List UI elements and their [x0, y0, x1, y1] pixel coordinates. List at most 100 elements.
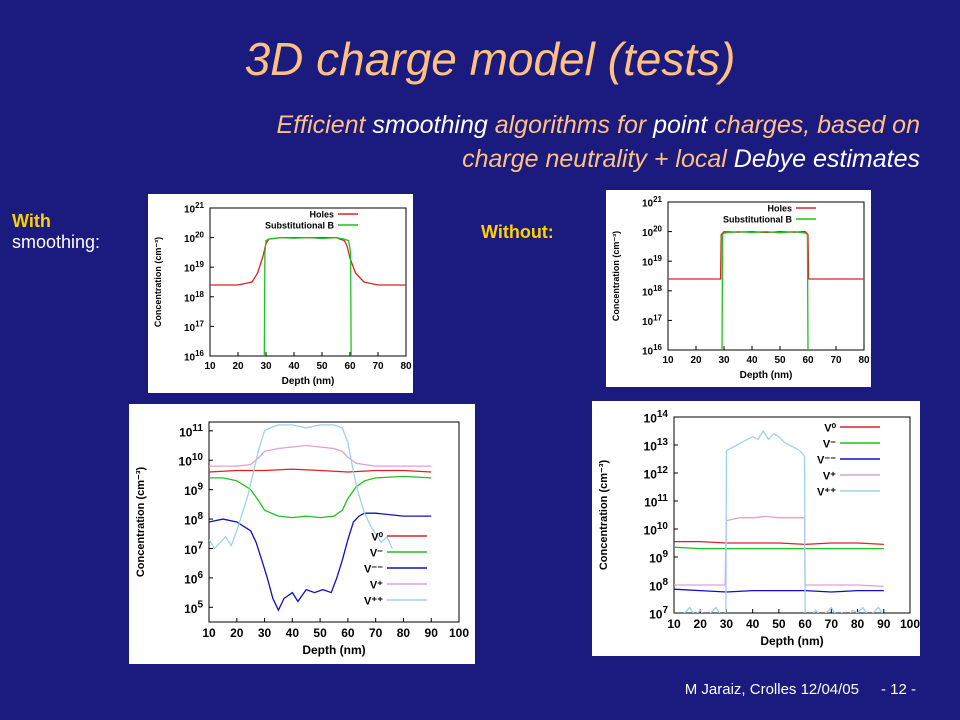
series-line	[209, 444, 432, 467]
x-tick-label: 70	[830, 355, 842, 366]
x-tick-label: 20	[230, 626, 244, 640]
series-line	[210, 236, 406, 286]
series-line	[674, 540, 884, 546]
series-line	[674, 429, 883, 613]
x-tick-label: 10	[662, 355, 674, 366]
y-tick-label: 1018	[184, 290, 205, 305]
chart-nosmooth-bottom: 10 20 30 40 50 60 70 80 90 100 107 108 109 1010 1011 10…	[598, 409, 920, 648]
x-tick-label: 50	[774, 355, 786, 366]
series-line	[674, 588, 884, 593]
y-tick-label: 1018	[642, 284, 663, 299]
y-tick-label: 1021	[642, 195, 663, 210]
x-tick-label: 10	[204, 361, 216, 372]
y-tick-label: 1020	[642, 225, 663, 240]
subtitle-text: algorithms for	[487, 111, 654, 139]
label-with: With	[12, 211, 51, 231]
subtitle-highlight: smoothing	[372, 111, 488, 139]
x-tick-label: 30	[258, 626, 272, 640]
legend-label: V⁰	[371, 532, 383, 544]
x-tick-label: 60	[798, 617, 812, 631]
series-line	[668, 230, 864, 280]
subtitle-highlight: point	[653, 111, 708, 139]
y-tick-label: 1020	[184, 231, 205, 246]
slide-footer: M Jaraiz, Crolles 12/04/05 - 12 -	[663, 681, 916, 698]
series-line	[209, 512, 432, 612]
y-axis-label: Concentration (cm⁻³)	[135, 467, 147, 578]
legend-label: V⁰	[824, 423, 836, 435]
y-tick-label: 1019	[642, 254, 663, 269]
x-tick-label: 20	[690, 355, 702, 366]
x-tick-label: 30	[718, 355, 730, 366]
legend-label: Holes	[309, 210, 334, 220]
subtitle-text: Efficient	[276, 111, 373, 139]
series-line	[674, 515, 884, 588]
plot-frame	[673, 416, 911, 614]
series-line	[209, 475, 432, 519]
y-tick-label: 1017	[184, 319, 205, 334]
x-axis-label: Depth (nm)	[740, 370, 793, 381]
legend-label: V⁻	[823, 439, 836, 451]
legend-label: V⁺⁺	[364, 596, 383, 608]
x-tick-label: 50	[772, 617, 786, 631]
y-axis-label: Concentration (cm⁻³)	[611, 231, 621, 321]
x-tick-label: 30	[260, 361, 272, 372]
x-axis-label: Depth (nm)	[302, 643, 365, 657]
x-tick-label: 70	[825, 617, 839, 631]
x-tick-label: 60	[344, 361, 356, 372]
label-smoothing: smoothing:	[12, 232, 101, 252]
legend-label: V⁻	[370, 548, 383, 560]
legend-label: V⁺⁺	[817, 487, 836, 499]
x-tick-label: 10	[202, 626, 216, 640]
x-tick-label: 100	[449, 626, 469, 640]
y-tick-label: 105	[184, 599, 203, 616]
y-tick-label: 108	[649, 577, 668, 594]
legend-label: Substitutional B	[265, 221, 334, 231]
y-tick-label: 1014	[644, 409, 669, 426]
x-tick-label: 60	[341, 626, 355, 640]
chart-smooth-bottom: 10 20 30 40 50 60 70 80 90 100 105 106 107 108 109 1010…	[135, 421, 469, 657]
y-tick-label: 1011	[644, 493, 668, 510]
y-tick-label: 1010	[644, 521, 669, 538]
y-tick-label: 1019	[184, 260, 205, 275]
x-tick-label: 10	[667, 617, 681, 631]
y-tick-label: 1017	[642, 313, 663, 328]
series-line	[263, 236, 352, 356]
x-tick-label: 70	[369, 626, 383, 640]
chart-nosmooth-top: 10 20 30 40 50 60 70 80101610171018101910201021…	[611, 195, 870, 381]
x-tick-label: 40	[288, 361, 300, 372]
x-axis-label: Depth (nm)	[760, 634, 823, 648]
x-tick-label: 40	[746, 355, 758, 366]
x-tick-label: 80	[851, 617, 865, 631]
x-tick-label: 20	[694, 617, 708, 631]
x-tick-label: 80	[400, 361, 412, 372]
chart-panel-smooth-bottom: 10 20 30 40 50 60 70 80 90 100 105 106 107 108 109 1010…	[129, 404, 475, 664]
y-tick-label: 107	[184, 540, 203, 557]
x-axis-label: Depth (nm)	[282, 376, 335, 387]
plot-frame	[667, 201, 865, 351]
x-tick-label: 30	[720, 617, 734, 631]
y-tick-label: 109	[649, 549, 668, 566]
series-line	[209, 424, 393, 550]
x-tick-label: 40	[286, 626, 300, 640]
y-tick-label: 1012	[644, 465, 669, 482]
slide-title: 3D charge model (tests)	[244, 33, 736, 85]
series-line	[721, 230, 809, 350]
plot-frame	[209, 207, 407, 357]
x-tick-label: 70	[372, 361, 384, 372]
footer-page-number: - 12 -	[880, 681, 916, 698]
x-tick-label: 20	[232, 361, 244, 372]
label-with-smoothing: With smoothing:	[12, 211, 100, 253]
x-tick-label: 80	[397, 626, 411, 640]
plot-frame	[208, 421, 460, 623]
series-line	[209, 468, 432, 473]
chart-panel-nosmooth-top: 10 20 30 40 50 60 70 80 1016 1017 1018 1019 1020 1021…	[606, 190, 871, 387]
x-tick-label: 60	[802, 355, 814, 366]
subtitle-highlight: Debye estimates	[733, 145, 920, 173]
subtitle-text: charges, based on	[707, 111, 920, 139]
y-tick-label: 1011	[179, 423, 203, 440]
y-axis-label: Concentration (cm⁻³)	[598, 460, 610, 571]
legend-label: V⁺	[370, 580, 383, 592]
x-tick-label: 80	[858, 355, 870, 366]
y-tick-label: 1016	[642, 343, 663, 358]
legend-label: V⁺	[823, 471, 836, 483]
